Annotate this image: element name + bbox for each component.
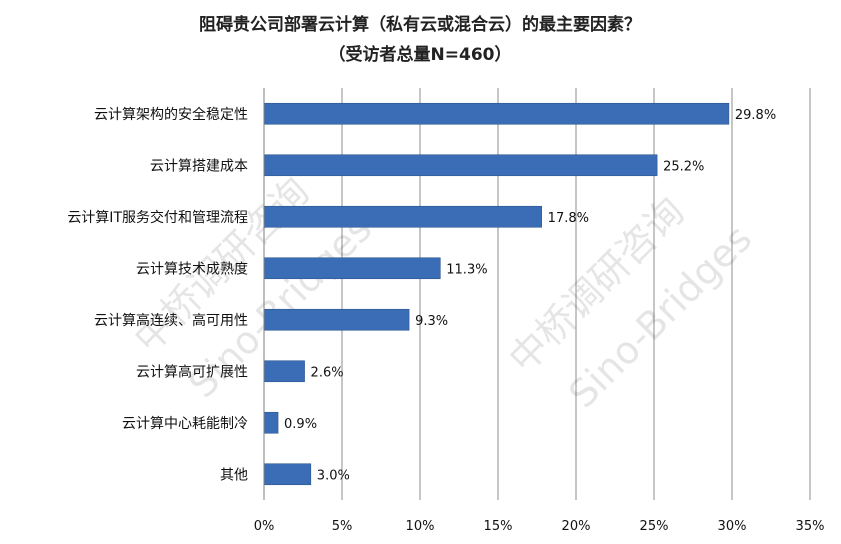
bar bbox=[263, 463, 312, 486]
bar bbox=[263, 205, 542, 228]
data-label: 0.9% bbox=[284, 417, 317, 432]
data-label: 25.2% bbox=[663, 159, 704, 174]
data-label: 3.0% bbox=[317, 468, 350, 483]
data-label: 9.3% bbox=[415, 314, 448, 329]
data-label: 29.8% bbox=[735, 108, 776, 123]
category-label: 云计算架构的安全稳定性 bbox=[94, 106, 248, 123]
category-label: 其他 bbox=[220, 467, 248, 483]
category-label: 云计算高连续、高可用性 bbox=[94, 312, 248, 329]
bar bbox=[263, 102, 730, 125]
chart-subtitle: （受访者总量N=460） bbox=[329, 44, 512, 65]
bar bbox=[263, 308, 410, 331]
x-tick-label: 15% bbox=[484, 519, 513, 534]
data-label: 17.8% bbox=[548, 211, 589, 226]
x-tick-label: 0% bbox=[254, 519, 275, 534]
x-tick-label: 10% bbox=[406, 519, 435, 534]
bar bbox=[263, 257, 441, 280]
chart-title: 阻碍贵公司部署云计算（私有云或混合云）的最主要因素？ bbox=[199, 14, 641, 35]
category-label: 云计算IT服务交付和管理流程 bbox=[67, 209, 248, 226]
category-label: 云计算高可扩展性 bbox=[136, 363, 248, 380]
bar bbox=[263, 411, 279, 434]
category-label: 云计算搭建成本 bbox=[150, 158, 248, 174]
category-labels: 云计算架构的安全稳定性云计算搭建成本云计算IT服务交付和管理流程云计算技术成熟度… bbox=[67, 106, 248, 484]
bar bbox=[263, 360, 305, 383]
x-axis-ticks: 0% 5% 10% 15% 20% 25% 30% 35% bbox=[254, 519, 825, 534]
value-labels: 29.8% 25.2% 17.8% 11.3% 9.3% 2.6% 0.9% 3.0% bbox=[284, 108, 776, 484]
x-tick-label: 35% bbox=[796, 519, 825, 534]
data-label: 2.6% bbox=[311, 365, 344, 380]
category-label: 云计算中心耗能制冷 bbox=[122, 416, 248, 432]
x-tick-label: 20% bbox=[562, 519, 591, 534]
bar bbox=[263, 154, 658, 177]
category-label: 云计算技术成熟度 bbox=[136, 261, 248, 277]
bars bbox=[263, 102, 730, 486]
x-tick-label: 25% bbox=[640, 519, 669, 534]
x-tick-label: 5% bbox=[332, 519, 353, 534]
x-tick-label: 30% bbox=[718, 519, 747, 534]
data-label: 11.3% bbox=[446, 262, 487, 277]
